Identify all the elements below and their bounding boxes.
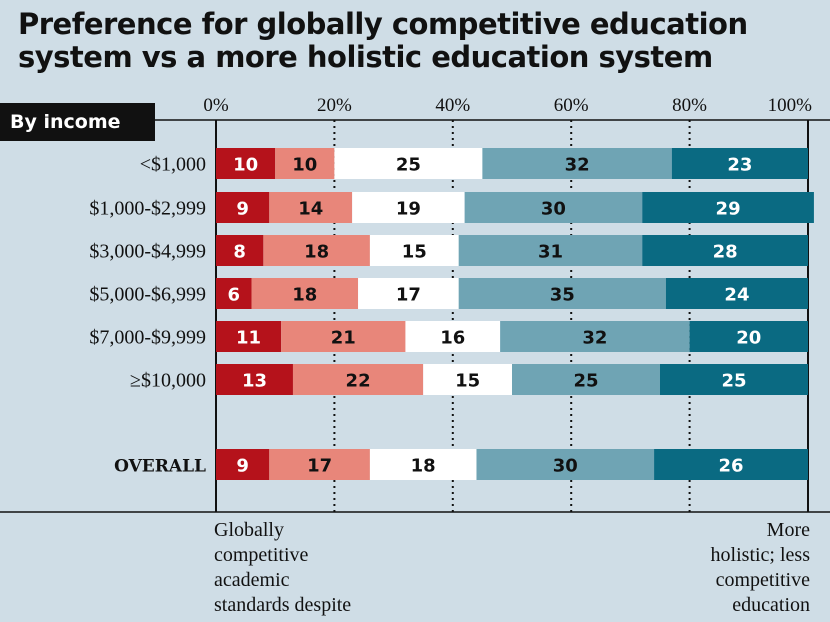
bar-segment: [352, 192, 465, 223]
bar-segment: [642, 192, 814, 223]
data-label: 18: [304, 242, 329, 263]
bar-segment: [251, 278, 359, 309]
data-label: 32: [582, 328, 607, 349]
bar-segment: [292, 364, 424, 395]
data-label: 17: [307, 456, 332, 477]
bar-segment: [216, 364, 293, 395]
bar-segment: [216, 192, 270, 223]
category-label: OVERALL: [114, 457, 206, 477]
group-badge: By income: [0, 103, 155, 141]
data-label: 10: [233, 155, 258, 176]
data-label: 19: [396, 199, 421, 220]
data-label: 17: [396, 285, 421, 306]
data-label: 14: [298, 199, 323, 220]
data-label: 20: [736, 328, 761, 349]
bar-segment: [216, 449, 270, 480]
category-label: $3,000-$4,999: [89, 241, 206, 263]
bar-segment: [500, 321, 690, 352]
bar-segment: [671, 148, 808, 179]
category-label: <$1,000: [140, 154, 206, 176]
left-note-line: academic: [214, 569, 290, 591]
data-label: 6: [227, 285, 240, 306]
bar-segment: [275, 148, 335, 179]
data-label: 25: [721, 371, 746, 392]
x-tick-label: 0%: [203, 95, 229, 116]
data-label: 15: [455, 371, 480, 392]
data-label: 22: [346, 371, 371, 392]
left-note-line: standards despite: [214, 594, 352, 616]
data-label: 8: [233, 242, 246, 263]
data-label: 11: [236, 328, 261, 349]
data-label: 16: [440, 328, 465, 349]
data-label: 26: [719, 456, 744, 477]
left-note-line: competitive: [214, 544, 309, 566]
data-label: 18: [411, 456, 436, 477]
bar-segment: [458, 278, 666, 309]
category-label: ≥$10,000: [130, 370, 206, 392]
bar-segment: [358, 278, 459, 309]
data-label: 25: [573, 371, 598, 392]
bar-segment: [405, 321, 501, 352]
right-note-line: More: [766, 519, 810, 541]
x-tick-label: 20%: [317, 95, 352, 116]
bar-segment: [263, 235, 370, 266]
bar-segment: [665, 278, 808, 309]
bar-segment: [269, 192, 353, 223]
bar-segment: [334, 148, 483, 179]
data-label: 23: [727, 155, 752, 176]
data-label: 29: [716, 199, 741, 220]
left-note-line: Globally: [214, 519, 284, 541]
chart-title: Preference for globally competitive educ…: [18, 8, 818, 74]
right-legend-note: More holistic; less competitive educatio…: [610, 518, 810, 618]
x-tick-label: 60%: [554, 95, 589, 116]
x-tick-label: 100%: [768, 95, 813, 116]
data-label: 10: [292, 155, 317, 176]
bar-segment: [476, 449, 655, 480]
bar-segment: [660, 364, 808, 395]
bar-segment: [654, 449, 808, 480]
bar-segment: [458, 235, 643, 266]
bar-segment: [482, 148, 672, 179]
bar-segment: [216, 278, 252, 309]
bar-segment: [216, 235, 264, 266]
bar-segment: [369, 235, 459, 266]
data-label: 9: [236, 456, 249, 477]
bar-segment: [216, 148, 276, 179]
data-label: 18: [292, 285, 317, 306]
data-label: 30: [553, 456, 578, 477]
data-label: 25: [396, 155, 421, 176]
bar-segment: [369, 449, 477, 480]
data-label: 28: [713, 242, 738, 263]
right-note-line: education: [732, 594, 810, 616]
category-label: $7,000-$9,999: [89, 327, 206, 349]
data-label: 31: [538, 242, 563, 263]
bar-segment: [269, 449, 370, 480]
x-tick-label: 40%: [435, 95, 470, 116]
data-label: 30: [541, 199, 566, 220]
bar-segment: [464, 192, 643, 223]
x-tick-label: 80%: [672, 95, 707, 116]
bar-segment: [281, 321, 406, 352]
data-label: 21: [331, 328, 356, 349]
title-line-2: system vs a more holistic education syst…: [18, 40, 713, 74]
data-label: 32: [565, 155, 590, 176]
left-legend-note: Globally competitive academic standards …: [214, 518, 434, 618]
bar-segment: [689, 321, 808, 352]
data-label: 35: [550, 285, 575, 306]
data-label: 24: [724, 285, 749, 306]
right-note-line: competitive: [715, 569, 810, 591]
bar-segment: [216, 321, 282, 352]
bar-segment: [423, 364, 512, 395]
category-label: $1,000-$2,999: [89, 198, 206, 220]
category-label: $5,000-$6,999: [89, 284, 206, 306]
title-line-1: Preference for globally competitive educ…: [18, 7, 748, 41]
data-label: 9: [236, 199, 249, 220]
bar-segment: [512, 364, 660, 395]
right-note-line: holistic; less: [710, 544, 810, 566]
bar-segment: [642, 235, 808, 266]
data-label: 15: [402, 242, 427, 263]
data-label: 13: [242, 371, 267, 392]
